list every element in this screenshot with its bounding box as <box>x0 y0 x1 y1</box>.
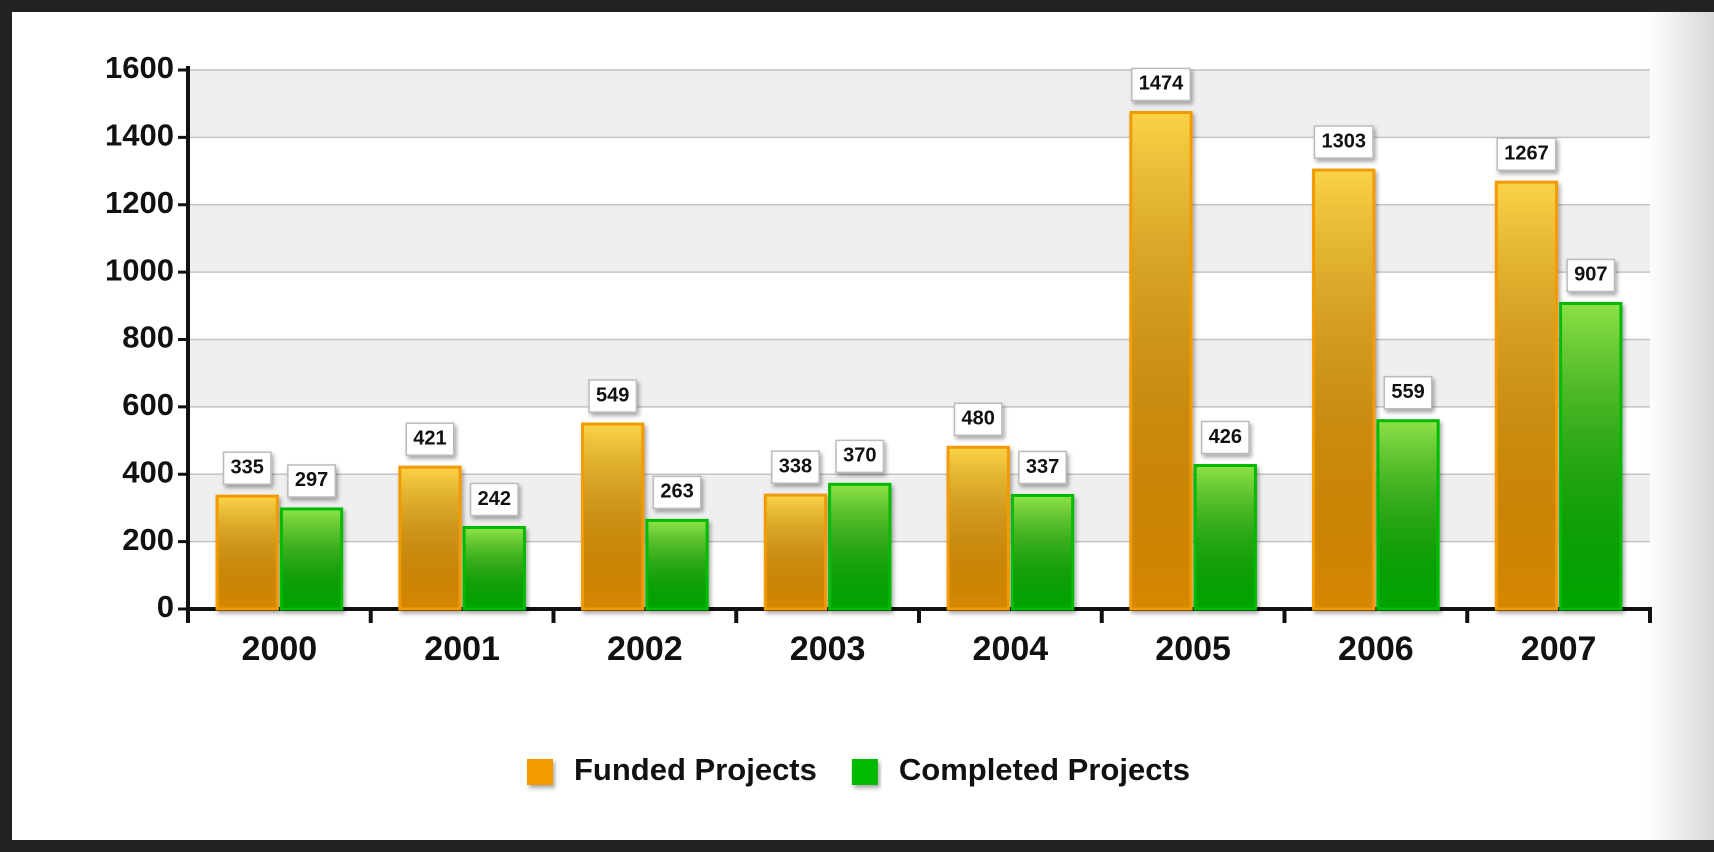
x-tick-label: 2000 <box>242 630 318 668</box>
value-label: 297 <box>295 469 328 491</box>
bar-shine <box>584 425 642 608</box>
value-label: 480 <box>962 408 995 430</box>
x-tick-label: 2003 <box>790 630 866 668</box>
value-label-box <box>1313 125 1374 159</box>
bar-shine <box>831 485 889 608</box>
bar-shine <box>766 496 825 608</box>
bar-shine <box>282 510 341 608</box>
value-label: 242 <box>478 488 511 510</box>
value-label-box <box>1383 375 1433 410</box>
x-tick-label: 2002 <box>607 630 683 668</box>
value-label-box <box>405 422 455 456</box>
bar-shine <box>218 497 276 608</box>
y-tick-label: 400 <box>122 454 174 489</box>
value-label: 549 <box>596 384 629 406</box>
value-label-box <box>469 482 519 517</box>
value-label: 263 <box>660 481 693 503</box>
y-tick-label: 1600 <box>105 50 174 85</box>
value-label: 559 <box>1391 381 1424 403</box>
value-label: 337 <box>1026 456 1059 478</box>
value-label-box <box>1018 450 1067 485</box>
value-label-box <box>1566 258 1616 293</box>
y-tick-label: 0 <box>157 589 174 624</box>
bar-shine <box>1315 171 1373 608</box>
y-tick-label: 200 <box>122 522 174 557</box>
bar-shine <box>1562 304 1620 608</box>
grid-band <box>188 204 1650 273</box>
legend-swatch <box>851 759 878 785</box>
bar-shine <box>1379 422 1437 608</box>
value-label-box <box>953 402 1003 437</box>
value-label-box <box>1200 420 1250 455</box>
x-tick-label: 2007 <box>1521 630 1597 668</box>
value-label: 1474 <box>1139 73 1184 95</box>
y-tick-label: 1400 <box>105 118 174 153</box>
bar-shine <box>465 528 523 608</box>
value-label-box <box>287 464 336 498</box>
value-label-box <box>1496 137 1557 171</box>
bar-shine <box>1497 183 1556 608</box>
value-label-box <box>222 451 272 485</box>
value-label: 1303 <box>1321 130 1366 152</box>
grid-band <box>188 70 1650 138</box>
y-tick-label: 1200 <box>105 185 174 220</box>
value-label-box <box>771 450 820 484</box>
y-tick-label: 1000 <box>105 252 174 287</box>
bar-shine <box>1196 466 1254 608</box>
y-tick-label: 800 <box>122 320 174 355</box>
x-tick-label: 2006 <box>1338 630 1414 668</box>
value-label: 335 <box>231 456 264 478</box>
legend-label: Completed Projects <box>899 752 1190 787</box>
value-label-box <box>588 379 638 413</box>
x-tick-label: 2004 <box>973 630 1049 668</box>
x-tick-label: 2005 <box>1155 630 1231 668</box>
bar-shine <box>648 521 706 608</box>
legend-label: Funded Projects <box>574 752 817 787</box>
bar-shine <box>1013 496 1072 608</box>
value-label: 426 <box>1209 426 1242 448</box>
value-label-box <box>652 475 702 510</box>
value-label-box <box>835 439 885 474</box>
value-label: 1267 <box>1504 142 1549 164</box>
value-label: 907 <box>1574 264 1607 286</box>
bar-shine <box>401 468 459 608</box>
legend-swatch <box>527 759 553 785</box>
bar-shine <box>949 448 1007 608</box>
x-tick-label: 2001 <box>424 630 500 668</box>
y-tick-label: 600 <box>122 387 174 422</box>
bar-shine <box>1132 113 1190 608</box>
value-label: 421 <box>413 427 446 449</box>
value-label-box <box>1130 67 1191 102</box>
value-label: 370 <box>843 445 876 467</box>
value-label: 338 <box>779 455 812 477</box>
